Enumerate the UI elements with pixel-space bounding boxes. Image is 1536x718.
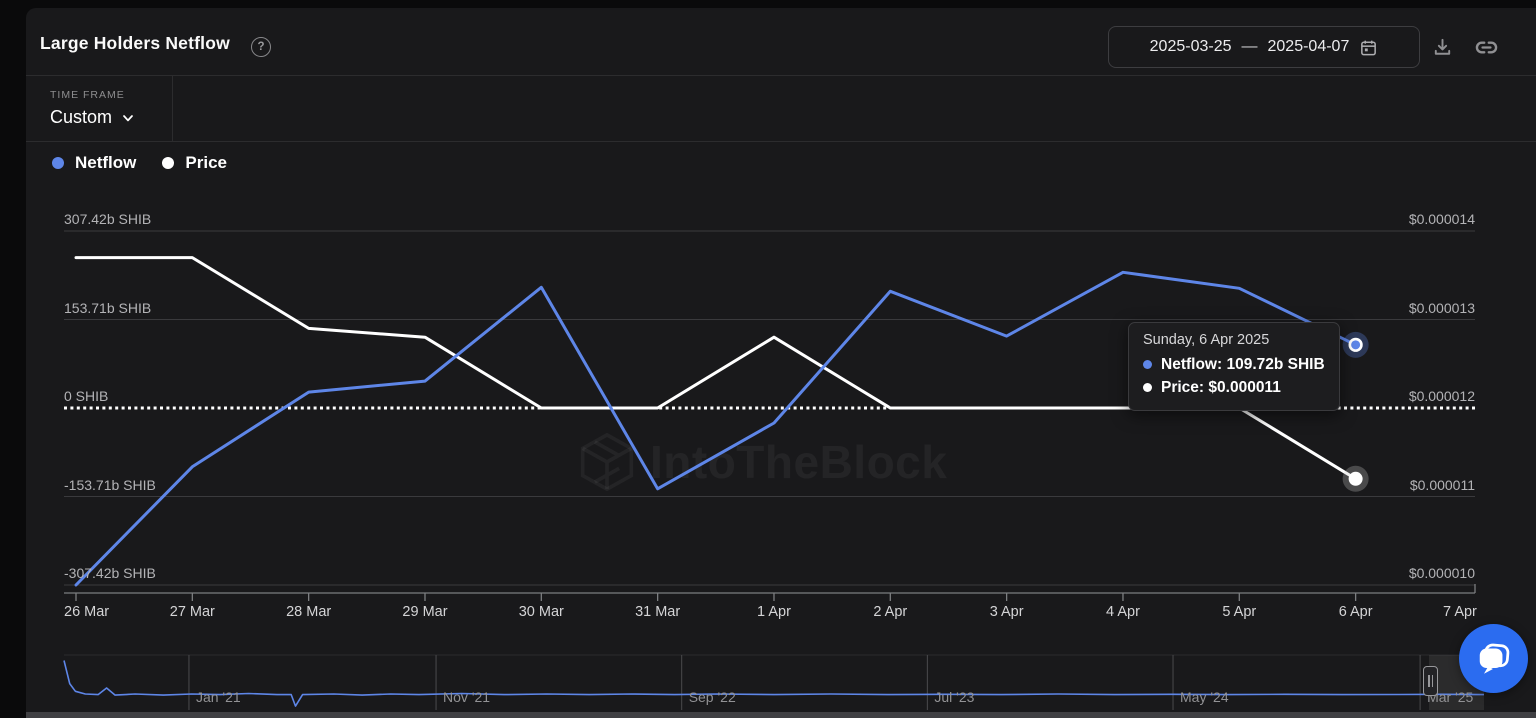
tooltip-netflow-dot	[1143, 360, 1152, 370]
date-range-end: 2025-04-07	[1267, 38, 1350, 55]
download-button[interactable]	[1427, 32, 1457, 62]
tooltip-price-value: $0.000011	[1208, 379, 1281, 397]
date-range-picker[interactable]: 2025-03-25 — 2025-04-07	[1108, 26, 1420, 68]
link-icon	[1473, 34, 1500, 61]
header-divider	[26, 75, 1536, 76]
share-link-button[interactable]	[1471, 32, 1501, 62]
date-range-start: 2025-03-25	[1149, 38, 1232, 55]
netflow-legend-label: Netflow	[75, 153, 137, 172]
download-icon	[1431, 36, 1454, 59]
chevron-down-icon	[120, 110, 136, 126]
chart-legend: Netflow Price	[52, 153, 227, 173]
tooltip-price-label: Price:	[1161, 379, 1205, 397]
horizontal-scrollbar[interactable]	[26, 712, 1536, 718]
tooltip-netflow-value: 109.72b SHIB	[1226, 356, 1325, 373]
timeframe-value: Custom	[50, 107, 113, 127]
brush-handle[interactable]	[1423, 666, 1438, 696]
tooltip-netflow-row: Netflow: 109.72b SHIB	[1143, 353, 1325, 376]
page-title: Large Holders Netflow	[40, 33, 230, 53]
price-legend-label: Price	[185, 153, 227, 172]
timeframe-cell: TIME FRAME Custom	[26, 76, 173, 141]
netflow-legend-dot	[52, 157, 64, 169]
legend-item-netflow[interactable]: Netflow	[52, 153, 136, 173]
legend-item-price[interactable]: Price	[162, 153, 227, 173]
tooltip-netflow-label: Netflow:	[1161, 356, 1223, 373]
tooltip-price-row: Price: $0.000011	[1143, 376, 1325, 399]
tooltip-price-dot	[1143, 383, 1152, 393]
help-icon[interactable]: ?	[251, 37, 271, 57]
tooltip-date: Sunday, 6 Apr 2025	[1143, 332, 1270, 348]
timeframe-label: TIME FRAME	[50, 89, 125, 101]
timeframe-divider	[26, 141, 1536, 142]
date-range-separator: —	[1241, 38, 1258, 55]
chat-bubble-icon	[1475, 640, 1513, 678]
calendar-icon	[1359, 38, 1378, 57]
chat-widget-button[interactable]	[1459, 624, 1528, 693]
price-legend-dot	[162, 157, 175, 169]
chart-tooltip: Sunday, 6 Apr 2025 Netflow: 109.72b SHIB…	[1128, 322, 1340, 411]
timeframe-dropdown[interactable]: Custom	[50, 107, 136, 128]
